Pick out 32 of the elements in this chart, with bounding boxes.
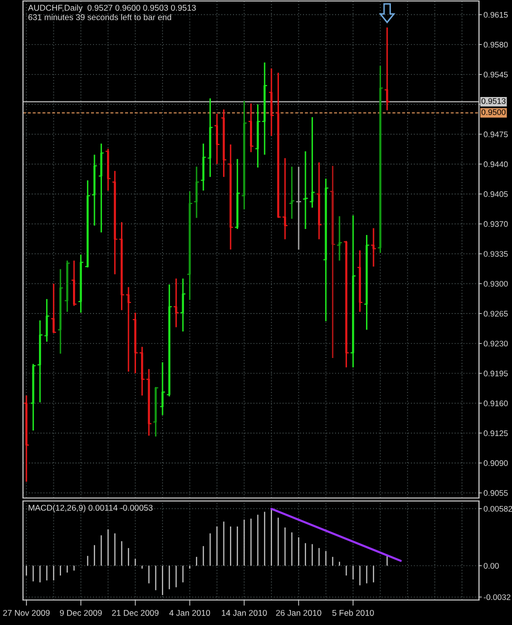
- y-tick-label: 0.9055: [484, 490, 508, 496]
- y-tick-label: 0.9370: [484, 221, 508, 227]
- x-tick-label: 5 Feb 2010: [332, 610, 374, 616]
- y-tick-label: 0.9580: [484, 42, 508, 48]
- y-tick-label: 0.00582: [484, 506, 512, 512]
- x-tick-label: 4 Jan 2010: [169, 610, 210, 616]
- y-tick-label: 0.9405: [484, 191, 508, 197]
- x-tick-label: 27 Nov 2009: [3, 610, 50, 616]
- y-tick-label: 0.9475: [484, 132, 508, 138]
- ref-line-label: 0.9513: [482, 98, 506, 104]
- y-tick-label: 0.9615: [484, 12, 508, 18]
- y-tick-label: 0.9090: [484, 460, 508, 466]
- x-tick-label: 26 Jan 2010: [276, 610, 322, 616]
- y-tick-label: 0.9195: [484, 370, 508, 376]
- x-tick-label: 21 Dec 2009: [112, 610, 159, 616]
- y-tick-label: 0.9125: [484, 430, 508, 436]
- ref-line-label: 0.9500: [482, 109, 506, 116]
- y-tick-label: 0.9230: [484, 340, 508, 346]
- y-tick-label: 0.9300: [484, 280, 508, 287]
- candlestick: [296, 166, 302, 250]
- x-tick-label: 14 Jan 2010: [222, 610, 267, 616]
- y-tick-label: 0.9265: [484, 310, 508, 317]
- y-tick-label: -0.0032: [484, 594, 510, 600]
- y-tick-label: 0.9335: [484, 251, 508, 257]
- y-tick-label: 0.9545: [484, 72, 508, 78]
- y-tick-label: 0.9160: [484, 400, 508, 406]
- text: 631 minutes 39 seconds left to bar end: [28, 14, 172, 20]
- chart-title: AUDCHF,Daily 0.9527 0.9600 0.9503 0.9513: [28, 4, 196, 12]
- x-tick-label: 9 Dec 2009: [60, 610, 102, 616]
- y-tick-label: 0.9440: [484, 161, 508, 168]
- chart-title: MACD(12,26,9) 0.00114 -0.00053: [28, 504, 153, 512]
- y-tick-label: 0.00: [484, 562, 499, 569]
